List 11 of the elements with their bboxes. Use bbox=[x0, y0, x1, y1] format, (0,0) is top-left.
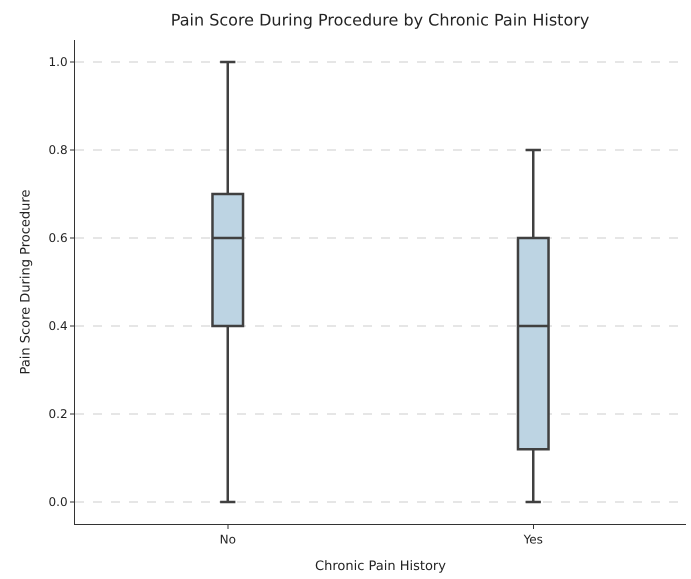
y-tick-label: 0.6 bbox=[48, 231, 68, 246]
x-axis-title: Chronic Pain History bbox=[315, 559, 446, 574]
y-axis-title: Pain Score During Procedure bbox=[18, 190, 34, 374]
y-tick-label: 1.0 bbox=[48, 55, 68, 70]
x-tick-label: No bbox=[220, 532, 236, 546]
x-tick-label: Yes bbox=[522, 532, 543, 546]
y-tick-label: 0.2 bbox=[48, 407, 68, 422]
y-tick-label: 0.8 bbox=[48, 143, 68, 158]
y-tick-label: 0.4 bbox=[48, 319, 68, 334]
y-tick-label: 0.0 bbox=[48, 495, 68, 510]
chart-title: Pain Score During Procedure by Chronic Pain History bbox=[170, 10, 590, 30]
